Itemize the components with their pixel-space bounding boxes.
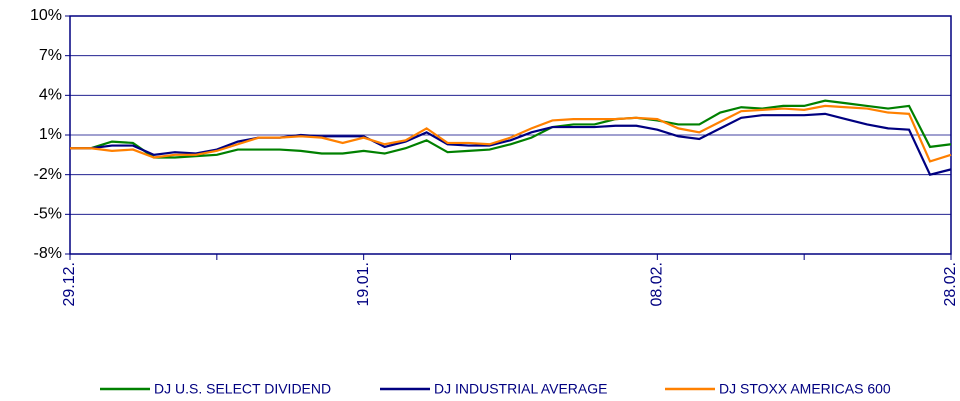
y-tick-label: 1% (39, 126, 62, 143)
x-tick-label: 28.02. (942, 262, 959, 306)
legend-label: DJ U.S. SELECT DIVIDEND (154, 381, 331, 397)
x-tick-label: 19.01. (355, 262, 372, 306)
y-tick-label: 4% (39, 87, 62, 104)
series-line (70, 99, 952, 159)
y-tick-label: -2% (34, 166, 62, 183)
legend-label: DJ INDUSTRIAL AVERAGE (434, 381, 607, 397)
y-tick-label: -5% (34, 206, 62, 223)
y-tick-label: 10% (30, 7, 62, 24)
y-tick-label: 7% (39, 47, 62, 64)
x-tick-label: 08.02. (649, 262, 666, 306)
legend-label: DJ STOXX AMERICAS 600 (719, 381, 891, 397)
series-line (70, 104, 952, 163)
series-line (70, 112, 952, 176)
x-tick-label: 29.12. (61, 262, 78, 306)
y-tick-label: -8% (34, 245, 62, 262)
